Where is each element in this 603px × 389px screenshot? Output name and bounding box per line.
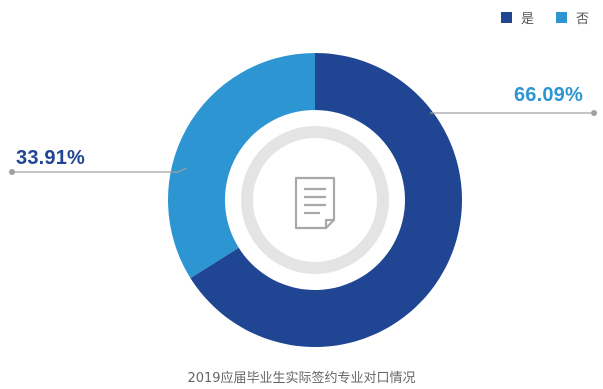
legend-swatch-no <box>555 12 567 23</box>
data-label-no: 33.91% <box>16 147 86 169</box>
chart-caption: 2019应届毕业生实际签约专业对口情况 <box>187 371 416 386</box>
legend: 是 否 <box>479 8 589 27</box>
document-icon <box>294 176 336 230</box>
legend-swatch-yes <box>500 12 512 23</box>
leader-dot-yes <box>591 110 597 116</box>
donut-slice-yes <box>190 53 463 347</box>
legend-item-no: 否 <box>555 8 589 27</box>
data-label-yes: 66.09% <box>513 84 583 106</box>
legend-label-yes: 是 <box>520 12 534 27</box>
legend-item-yes: 是 <box>500 8 534 27</box>
legend-label-no: 否 <box>575 12 589 27</box>
donut-slice-no <box>168 53 315 279</box>
leader-line-no <box>12 167 188 173</box>
leader-dot-no <box>9 169 15 175</box>
inner-disc <box>253 138 377 262</box>
